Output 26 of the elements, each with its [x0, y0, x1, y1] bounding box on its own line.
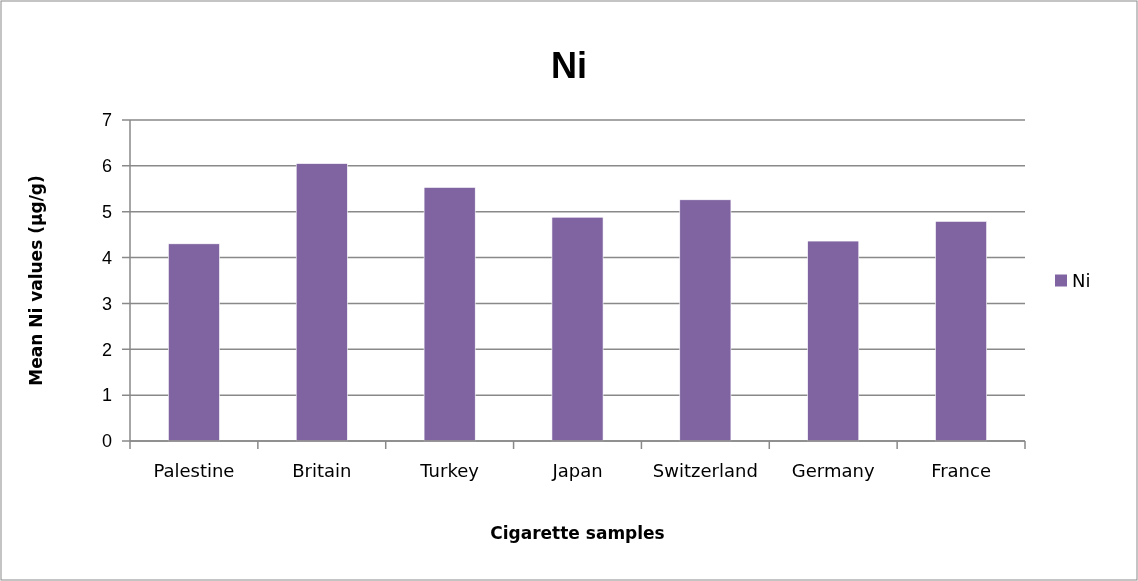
bar	[807, 240, 860, 442]
x-tick-label: Britain	[292, 460, 352, 481]
y-tick-label: 0	[101, 431, 112, 452]
bar	[551, 216, 604, 442]
y-tick-label: 3	[101, 293, 112, 314]
y-tick-label: 5	[101, 202, 112, 223]
bar	[295, 163, 348, 442]
y-tick-label: 2	[101, 339, 112, 360]
x-tick-label: Palestine	[153, 460, 235, 481]
x-axis-title: Cigarette samples	[490, 523, 665, 543]
bar	[935, 221, 987, 442]
x-tick-label: Switzerland	[652, 460, 758, 481]
bar	[168, 243, 220, 442]
x-tick-label: France	[931, 460, 991, 481]
chart-title: Ni	[551, 45, 587, 86]
x-tick-label: Turkey	[419, 460, 480, 481]
y-tick-label: 1	[101, 385, 112, 406]
y-tick-label: 6	[101, 156, 112, 177]
y-tick-label: 7	[101, 110, 112, 131]
bar	[679, 199, 732, 442]
y-axis-title: Mean Ni values (µg/g)	[26, 175, 46, 386]
legend-label: Ni	[1072, 269, 1091, 291]
x-tick-label: Japan	[551, 460, 603, 481]
bar	[423, 187, 476, 442]
x-tick-label: Germany	[791, 460, 875, 481]
y-tick-label: 4	[101, 247, 112, 268]
